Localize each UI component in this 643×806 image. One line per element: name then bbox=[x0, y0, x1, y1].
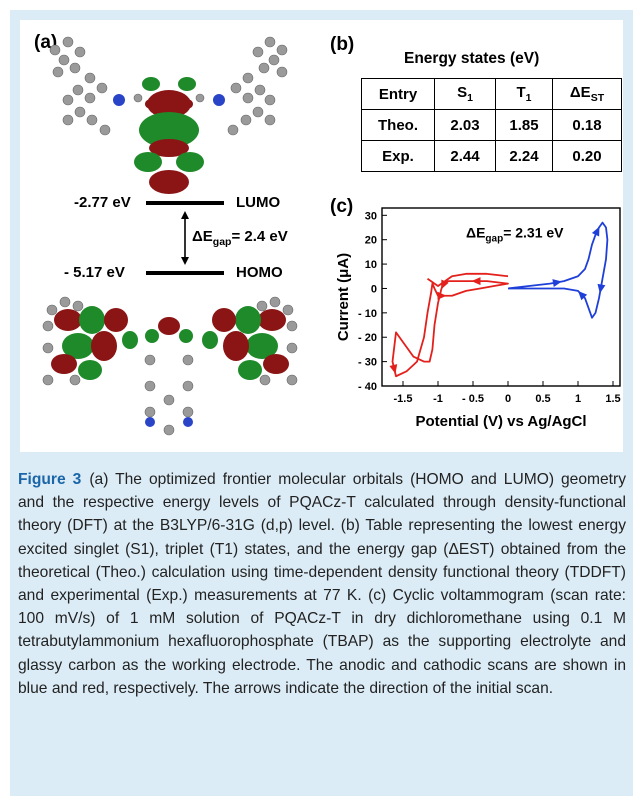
gap-subscript: gap bbox=[212, 236, 232, 248]
header-delta-est: ΔEST bbox=[552, 78, 622, 110]
y-tick-label: 20 bbox=[365, 235, 377, 247]
caption-figure-label: Figure 3 bbox=[18, 471, 82, 488]
table-cell: 2.03 bbox=[434, 109, 496, 141]
scan-direction-arrow bbox=[597, 283, 606, 294]
table-cell: 0.20 bbox=[552, 140, 622, 172]
figure-caption: Figure 3 (a) The optimized frontier molec… bbox=[18, 468, 626, 700]
y-tick-label: 10 bbox=[365, 259, 377, 271]
x-tick-label: 0 bbox=[505, 393, 511, 405]
homo-label: HOMO bbox=[236, 264, 283, 281]
gap-delta-e: ΔE bbox=[192, 228, 213, 245]
table-cell: Exp. bbox=[361, 140, 435, 172]
x-tick-label: 1 bbox=[575, 393, 581, 405]
table-cell: 0.18 bbox=[552, 109, 622, 141]
molecular-orbital-diagram bbox=[42, 36, 298, 436]
plot-frame bbox=[381, 207, 621, 387]
scan-direction-arrow bbox=[437, 291, 447, 300]
y-tick-label: - 10 bbox=[358, 308, 377, 320]
scan-direction-arrow bbox=[471, 277, 481, 286]
panel-b-label: (b) bbox=[330, 34, 355, 55]
scan-direction-arrow bbox=[591, 226, 600, 237]
caption-text: (a) The optimized frontier molecular orb… bbox=[18, 471, 627, 697]
y-tick-label: - 30 bbox=[358, 357, 377, 369]
homo-energy-value: - 5.17 eV bbox=[64, 264, 125, 281]
y-axis-label: Current (μA) bbox=[335, 253, 352, 341]
x-tick-label: -1 bbox=[433, 393, 443, 405]
y-tick-label: - 40 bbox=[358, 381, 377, 393]
table-cell: 2.24 bbox=[495, 140, 553, 172]
energy-gap-label: ΔEgap= 2.4 eV bbox=[192, 228, 288, 248]
table-header-row: Entry S1 T1 ΔEST bbox=[361, 78, 622, 110]
x-tick-label: -1.5 bbox=[394, 393, 413, 405]
x-tick-label: - 0.5 bbox=[462, 393, 484, 405]
lumo-orbital-illustration bbox=[49, 36, 288, 194]
x-tick-label: 0.5 bbox=[535, 393, 550, 405]
cyclic-voltammogram-chart: -1.5 -1 - 0.5 0 0.5 1 1.5 - 40 - 30 - 20 - 10 0 10 20… bbox=[335, 207, 621, 430]
delta-e-annotation: ΔEgap= 2.31 eV bbox=[466, 224, 564, 244]
scan-direction-arrow bbox=[578, 290, 588, 301]
lumo-energy-value: -2.77 eV bbox=[74, 194, 131, 211]
y-tick-label: - 20 bbox=[358, 332, 377, 344]
cathodic-scan-line bbox=[391, 272, 509, 378]
y-tick-label: 30 bbox=[365, 210, 377, 222]
lumo-label: LUMO bbox=[236, 194, 281, 211]
table-title: Energy states (eV) bbox=[404, 50, 540, 67]
table-cell: Theo. bbox=[361, 109, 435, 141]
homo-orbital-illustration bbox=[42, 296, 298, 436]
scan-direction-arrow bbox=[441, 279, 449, 290]
scan-direction-arrow bbox=[552, 279, 562, 287]
panel-c-label: (c) bbox=[330, 196, 354, 217]
x-axis-label: Potential (V) vs Ag/AgCl bbox=[415, 413, 586, 430]
table-cell: 2.44 bbox=[434, 140, 496, 172]
anodic-scan-line bbox=[507, 221, 609, 319]
y-tick-label: 0 bbox=[371, 283, 377, 295]
header-entry: Entry bbox=[361, 78, 435, 110]
header-s1: S1 bbox=[434, 78, 496, 110]
header-t1: T1 bbox=[495, 78, 553, 110]
table-row: Exp. 2.44 2.24 0.20 bbox=[361, 140, 622, 172]
table-cell: 1.85 bbox=[495, 109, 553, 141]
x-tick-label: 1.5 bbox=[605, 393, 620, 405]
scan-direction-arrow bbox=[389, 364, 398, 374]
gap-value: = 2.4 eV bbox=[231, 228, 288, 245]
table-row: Theo. 2.03 1.85 0.18 bbox=[361, 109, 622, 141]
energy-states-table: Entry S1 T1 ΔEST Theo. 2.03 1.85 0.18 Ex… bbox=[361, 78, 622, 172]
